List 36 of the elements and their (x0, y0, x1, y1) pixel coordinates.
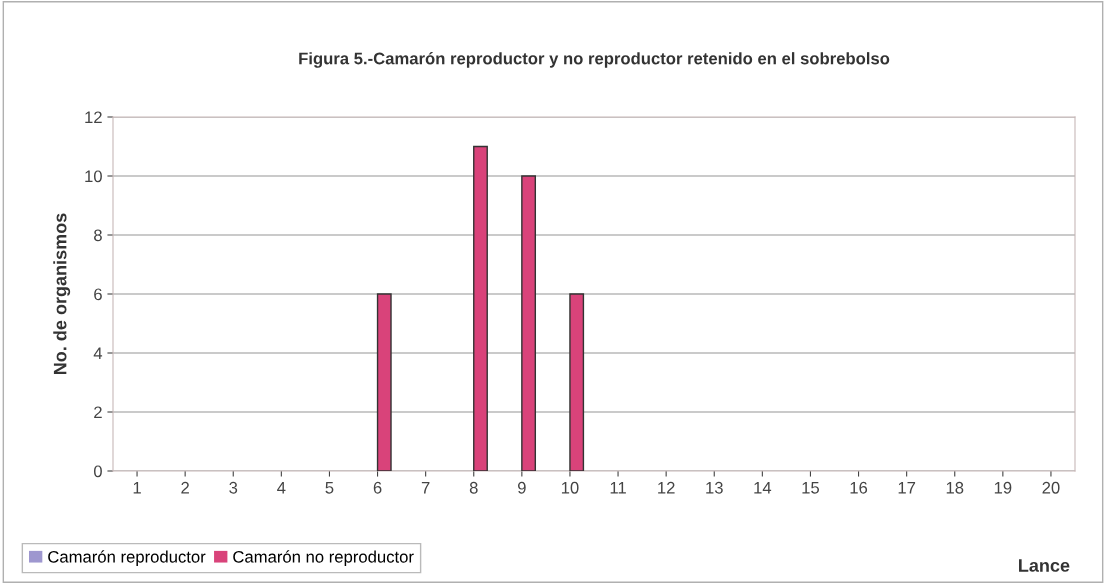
legend-label: Camarón no reproductor (233, 550, 414, 566)
x-tick-label: 11 (610, 482, 626, 494)
x-tick-label: 4 (277, 482, 286, 494)
x-tick-label: 17 (898, 482, 916, 494)
x-tick-label: 1 (133, 482, 141, 494)
x-tick-label: 10 (561, 481, 579, 494)
y-tick-label: 2 (94, 406, 102, 419)
x-tick-label: 12 (658, 481, 675, 494)
y-tick-label: 8 (94, 229, 102, 242)
x-tick-label: 8 (469, 481, 478, 494)
x-tick-label: 19 (994, 481, 1012, 494)
bar (569, 293, 585, 471)
x-tick-label: 2 (181, 481, 189, 494)
bar (521, 175, 537, 471)
y-tick-label: 4 (93, 347, 103, 360)
chart-title: Figura 5.-Camarón reproductor y no reproductor retenido en el sobrebolso (299, 52, 890, 68)
y-tick-label: 0 (93, 465, 102, 478)
x-tick-label: 13 (706, 481, 723, 494)
legend-label: Camarón reproductor (48, 550, 206, 566)
x-tick-label: 3 (229, 481, 238, 494)
x-axis-title: Lance (1019, 559, 1070, 572)
y-tick-label: 6 (94, 288, 102, 301)
y-tick-label: 10 (85, 170, 102, 183)
x-tick-label: 15 (802, 482, 820, 494)
x-tick-label: 5 (325, 482, 334, 494)
x-tick-label: 20 (1042, 481, 1060, 494)
x-tick-label: 6 (373, 481, 382, 494)
x-tick-label: 9 (518, 481, 526, 494)
bar (376, 293, 392, 471)
bar (473, 145, 488, 471)
y-tick-label: 12 (85, 111, 102, 124)
x-tick-label: 7 (421, 482, 430, 494)
x-tick-label: 16 (850, 481, 868, 494)
x-tick-label: 18 (946, 481, 964, 494)
x-tick-label: 14 (754, 482, 772, 494)
y-axis-title: No. de organismos (53, 213, 71, 375)
